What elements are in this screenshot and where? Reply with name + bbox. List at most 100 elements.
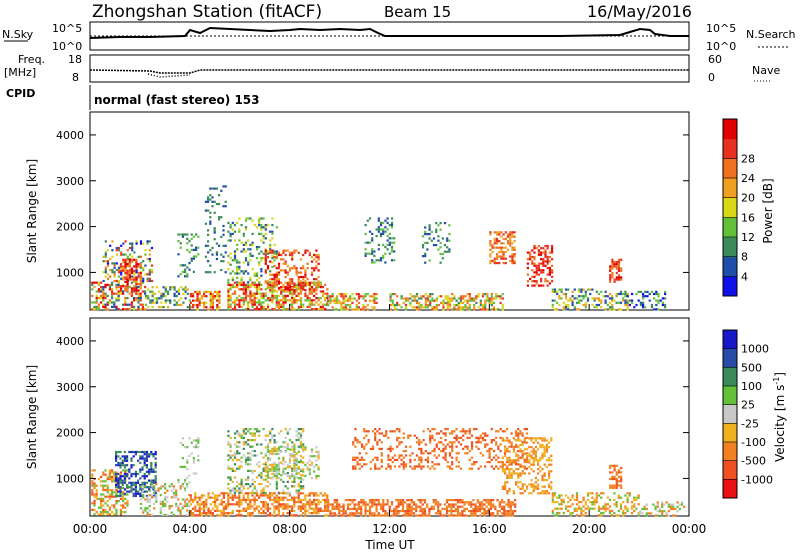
power-cell xyxy=(353,308,356,311)
velocity-cell xyxy=(543,446,546,449)
power-cell xyxy=(233,290,237,293)
velocity-cell xyxy=(439,510,442,513)
velocity-cell xyxy=(148,513,151,516)
power-cell xyxy=(327,295,330,298)
velocity-cell xyxy=(143,453,146,456)
velocity-cell xyxy=(528,446,531,449)
velocity-cell xyxy=(297,436,300,439)
velocity-cell xyxy=(521,457,524,460)
power-cell xyxy=(302,264,305,268)
velocity-cell xyxy=(295,459,298,462)
power-cell xyxy=(315,292,318,295)
velocity-cell xyxy=(264,446,267,449)
velocity-cell xyxy=(123,466,126,469)
power-cell xyxy=(664,297,667,300)
velocity-cell xyxy=(153,491,156,494)
power-cell xyxy=(537,244,540,248)
power-cell xyxy=(617,267,621,270)
velocity-cell xyxy=(377,499,380,502)
velocity-cell xyxy=(282,514,285,517)
velocity-cell xyxy=(236,509,239,512)
power-cell xyxy=(233,281,237,284)
power-cell xyxy=(271,299,274,302)
velocity-cell xyxy=(295,514,298,517)
velocity-cell xyxy=(269,463,272,467)
power-cell xyxy=(146,242,149,245)
power-cell xyxy=(119,269,123,272)
velocity-cell xyxy=(249,463,252,466)
power-cell xyxy=(126,269,129,272)
velocity-cell xyxy=(317,494,320,497)
power-cell xyxy=(326,292,329,295)
velocity-cell xyxy=(297,428,300,431)
velocity-cell xyxy=(277,477,281,480)
velocity-cell xyxy=(451,432,454,435)
power-cell xyxy=(282,297,285,300)
velocity-cell xyxy=(521,483,524,486)
velocity-cell xyxy=(236,445,239,448)
power-cell xyxy=(426,299,430,302)
velocity-cell xyxy=(397,499,400,502)
velocity-cell xyxy=(553,501,557,504)
power-cell xyxy=(117,271,121,274)
velocity-cell xyxy=(455,456,458,459)
power-cell xyxy=(468,304,471,307)
power-cell xyxy=(227,283,230,286)
velocity-cell xyxy=(249,456,252,459)
velocity-cell xyxy=(532,441,535,444)
power-cell xyxy=(317,297,320,300)
power-cell xyxy=(269,299,272,302)
power-cell xyxy=(242,290,245,293)
power-cell xyxy=(631,292,634,296)
velocity-cell xyxy=(346,505,350,508)
velocity-cell xyxy=(108,497,111,500)
velocity-cell xyxy=(299,478,303,481)
velocity-cell xyxy=(411,452,414,455)
power-cell xyxy=(227,308,230,311)
velocity-cell xyxy=(324,501,327,504)
power-cell xyxy=(190,237,193,240)
velocity-cell xyxy=(304,498,307,501)
velocity-cell xyxy=(507,503,510,506)
power-cell xyxy=(326,288,329,291)
power-cell xyxy=(113,303,116,306)
velocity-cell xyxy=(597,507,601,510)
power-cell xyxy=(384,246,387,249)
velocity-cell xyxy=(164,491,167,494)
velocity-cell xyxy=(238,509,241,512)
velocity-cell xyxy=(159,502,162,505)
power-cell xyxy=(271,257,274,260)
power-cell xyxy=(203,290,206,293)
power-cell xyxy=(326,301,329,304)
velocity-cell xyxy=(545,459,548,462)
velocity-cell xyxy=(409,465,412,468)
velocity-cell xyxy=(356,456,359,459)
velocity-cell xyxy=(389,450,392,453)
power-cbar-label: Power [dB] xyxy=(761,178,775,243)
power-cell xyxy=(275,250,278,253)
power-cell xyxy=(186,233,189,236)
velocity-cell xyxy=(509,512,512,515)
power-cell xyxy=(490,308,493,311)
velocity-cell xyxy=(154,477,157,480)
power-cell xyxy=(135,299,138,302)
velocity-cell xyxy=(504,472,507,475)
velocity-cell xyxy=(532,450,535,453)
velocity-cell xyxy=(434,499,438,502)
velocity-cell xyxy=(123,479,126,482)
velocity-cell xyxy=(159,509,162,512)
velocity-cell xyxy=(119,481,122,484)
velocity-cell xyxy=(161,513,165,516)
velocity-cell xyxy=(164,505,167,508)
velocity-cell xyxy=(124,469,127,472)
velocity-cell xyxy=(115,477,118,480)
power-cell xyxy=(131,242,134,245)
velocity-cell xyxy=(404,463,408,466)
velocity-cell xyxy=(194,509,197,512)
power-cell xyxy=(388,252,391,255)
velocity-cell xyxy=(102,489,105,492)
velocity-cell xyxy=(220,492,223,495)
velocity-cell xyxy=(195,472,198,475)
velocity-cell xyxy=(478,503,482,506)
power-cell xyxy=(604,299,607,302)
